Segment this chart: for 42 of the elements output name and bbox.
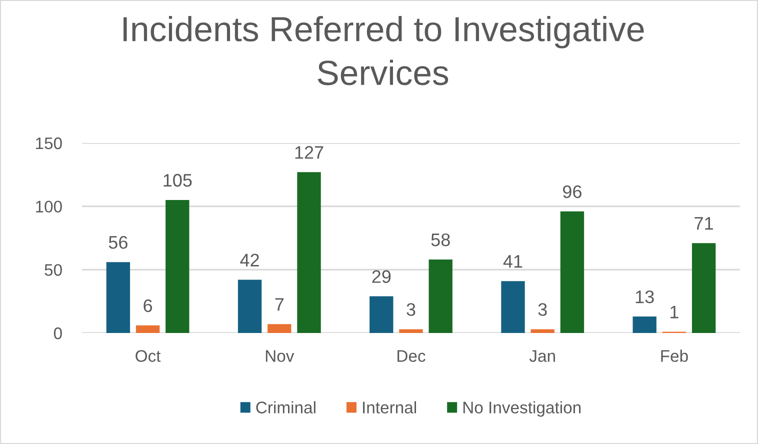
legend-label: Criminal bbox=[256, 401, 316, 414]
data-label: 42 bbox=[240, 254, 259, 266]
y-tick-label: 50 bbox=[44, 264, 62, 276]
data-label: 96 bbox=[563, 185, 582, 198]
bar bbox=[166, 200, 190, 333]
bar bbox=[428, 260, 452, 333]
data-label: 1 bbox=[670, 306, 678, 318]
data-label: 105 bbox=[164, 174, 192, 187]
x-tick-label: Dec bbox=[398, 350, 426, 362]
bar bbox=[136, 325, 160, 333]
bar bbox=[297, 172, 321, 333]
data-label: 6 bbox=[144, 299, 152, 312]
chart-title: Incidents Referred to Investigative Services bbox=[124, 16, 644, 86]
bar bbox=[530, 329, 554, 333]
x-tick-label: Jan bbox=[529, 350, 555, 362]
data-label: 71 bbox=[694, 217, 713, 230]
x-tick-label: Feb bbox=[661, 350, 688, 362]
y-tick-label: 0 bbox=[54, 327, 62, 340]
data-label: 127 bbox=[295, 146, 324, 159]
data-label: 41 bbox=[503, 255, 522, 268]
bar bbox=[501, 281, 525, 333]
data-label: 29 bbox=[372, 270, 391, 283]
x-tick-label: Nov bbox=[266, 350, 294, 362]
bar bbox=[370, 296, 394, 333]
legend-label: Internal bbox=[363, 401, 416, 414]
bar bbox=[238, 280, 262, 333]
data-label: 13 bbox=[636, 290, 654, 304]
bar bbox=[106, 262, 130, 333]
data-label: 56 bbox=[108, 236, 128, 249]
bar bbox=[268, 324, 292, 333]
bar bbox=[632, 316, 656, 333]
data-label: 3 bbox=[538, 303, 547, 316]
y-tick-label: 100 bbox=[36, 200, 62, 213]
bar bbox=[560, 211, 584, 333]
data-label: 7 bbox=[275, 298, 284, 311]
legend-label: No Investigation bbox=[463, 401, 581, 417]
data-label: 58 bbox=[431, 233, 450, 246]
data-label: 3 bbox=[406, 303, 416, 316]
y-tick-label: 150 bbox=[36, 137, 62, 150]
bar bbox=[692, 243, 716, 333]
bar bbox=[399, 329, 423, 333]
x-tick-label: Oct bbox=[136, 350, 161, 362]
